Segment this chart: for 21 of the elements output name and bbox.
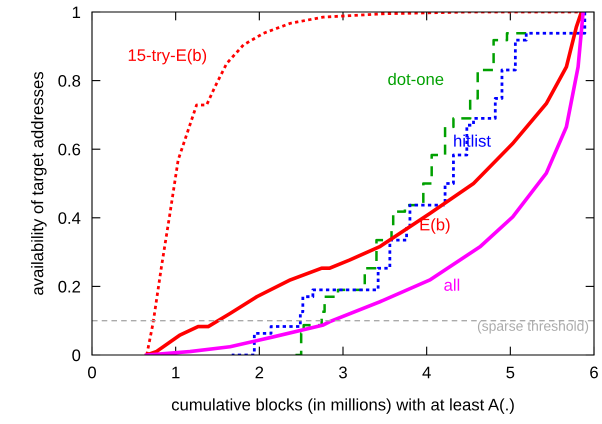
- series-label: hitlist: [454, 134, 491, 147]
- y-tick-label: 1: [72, 6, 80, 18]
- x-tick-label: 4: [422, 366, 431, 378]
- x-tick-label: 5: [506, 366, 514, 378]
- y-tick-label: 0.2: [58, 280, 80, 293]
- x-tick-label: 0: [88, 366, 96, 378]
- x-tick-label: 1: [172, 366, 180, 378]
- x-tick-label: 3: [339, 366, 347, 378]
- x-tick-label: 6: [590, 366, 598, 378]
- series-label: 15-try-E(b): [128, 48, 206, 64]
- y-tick-label: 0.8: [58, 75, 80, 87]
- y-tick-label: 0.4: [58, 212, 80, 224]
- x-axis-title: cumulative blocks (in millions) with at least A(.): [172, 398, 514, 414]
- ref-line-label: (sparse threshold): [478, 320, 588, 334]
- series-label: all: [444, 278, 460, 291]
- series-label: E(b): [420, 218, 450, 234]
- y-tick-label: 0: [72, 349, 80, 362]
- series-label: dot-one: [388, 72, 444, 86]
- y-axis-title: availability of target addresses: [31, 72, 47, 295]
- y-tick-label: 0.6: [58, 144, 80, 156]
- x-tick-label: 2: [256, 366, 264, 378]
